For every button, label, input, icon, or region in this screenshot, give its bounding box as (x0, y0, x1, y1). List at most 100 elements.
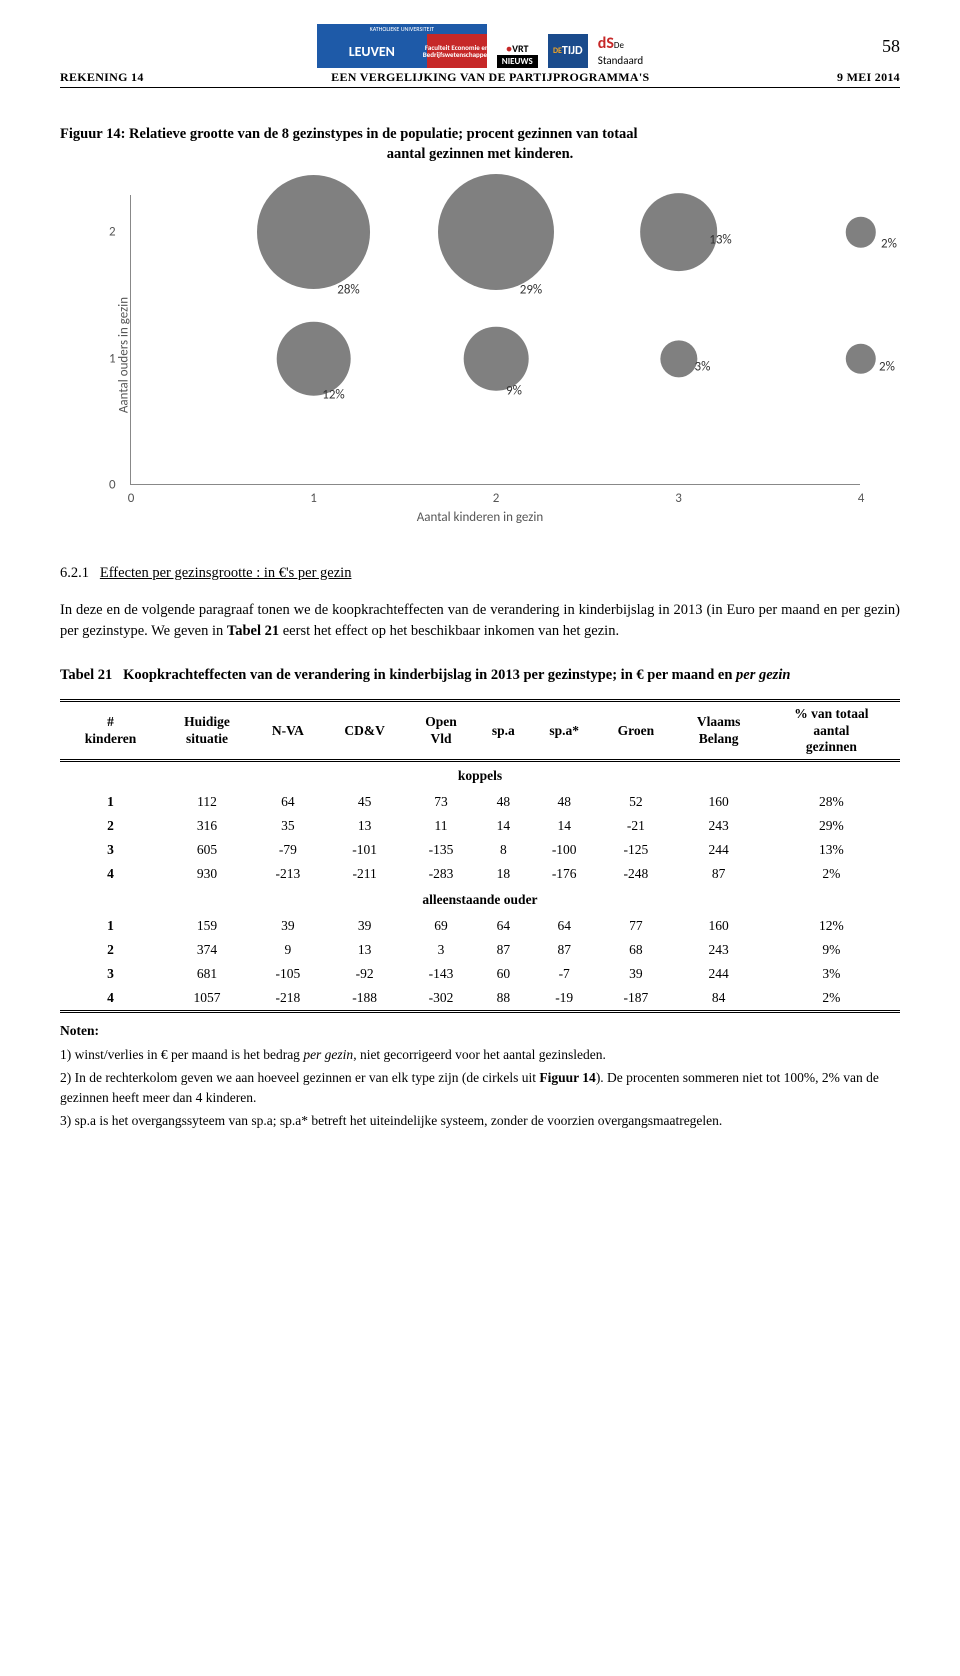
table-row: 3605-79-101-1358-100-12524413% (60, 838, 900, 862)
table-row: 111264457348485216028% (60, 790, 900, 814)
col-spastar: sp.a* (531, 701, 597, 761)
header-left: REKENING 14 (60, 70, 144, 85)
logo-standaard: dSDe Standaard (598, 36, 643, 68)
col-huidige: Huidigesituatie (161, 701, 253, 761)
table-cell: 3 (406, 938, 475, 962)
bubble-label: 29% (520, 283, 542, 298)
table-cell: 39 (253, 914, 323, 938)
bubble-label: 9% (506, 383, 522, 398)
table-cell: 14 (476, 814, 531, 838)
bubble (438, 174, 554, 290)
table-cell: -302 (406, 986, 475, 1012)
bubble-chart: Aantal ouders in gezin 0120123428%29%13%… (60, 185, 900, 525)
table-cell: -187 (597, 986, 674, 1012)
table-cell: 316 (161, 814, 253, 838)
table-cell: 1057 (161, 986, 253, 1012)
table-section-row: alleenstaande ouder (60, 886, 900, 914)
table-cell: 87 (674, 862, 762, 886)
bubble (276, 321, 351, 396)
tijd-de-text: DE (553, 46, 562, 56)
table-cell: 48 (476, 790, 531, 814)
table-cell: 9 (253, 938, 323, 962)
xtick: 0 (128, 491, 135, 506)
xtick: 1 (310, 491, 317, 506)
figure-caption-line2: aantal gezinnen met kinderen. (60, 144, 900, 164)
table-cell: 88 (476, 986, 531, 1012)
table-row: 237491338787682439% (60, 938, 900, 962)
table-cell: 52 (597, 790, 674, 814)
table-cell: -283 (406, 862, 475, 886)
table-cell: 2 (60, 814, 161, 838)
table-cell: 160 (674, 914, 762, 938)
section-title: Effecten per gezinsgrootte : in €'s per … (100, 565, 352, 581)
table-section-row: koppels (60, 760, 900, 790)
bubble-label: 13% (709, 233, 731, 248)
vrt-text: VRT (512, 42, 528, 55)
table-cell: 2% (763, 862, 900, 886)
table-cell: 14 (531, 814, 597, 838)
page-number: 58 (882, 36, 900, 57)
table-row: 115939396964647716012% (60, 914, 900, 938)
standaard-de: De (614, 40, 624, 51)
col-vb: VlaamsBelang (674, 701, 762, 761)
col-cdv: CD&V (323, 701, 407, 761)
table-cell: 244 (674, 838, 762, 862)
table-cell: 35 (253, 814, 323, 838)
table-cell: 13 (323, 938, 407, 962)
col-pct: % van totaalaantalgezinnen (763, 701, 900, 761)
col-nva: N-VA (253, 701, 323, 761)
table-cell: 73 (406, 790, 475, 814)
table-cell: 374 (161, 938, 253, 962)
bubble (640, 194, 718, 272)
table-cell: 45 (323, 790, 407, 814)
chart-area: 0120123428%29%13%2%12%9%3%2% (130, 195, 860, 485)
table-row: 4930-213-211-28318-176-248872% (60, 862, 900, 886)
table-row: 3681-105-92-14360-7392443% (60, 962, 900, 986)
body-paragraph: In deze en de volgende paragraaf tonen w… (60, 600, 900, 644)
table-cell: -135 (406, 838, 475, 862)
section-heading: 6.2.1 Effecten per gezinsgrootte : in €'… (60, 565, 900, 582)
table-cell: 87 (476, 938, 531, 962)
table-cell: -92 (323, 962, 407, 986)
bubble-label: 3% (695, 359, 711, 374)
table-cell: -79 (253, 838, 323, 862)
table-cell: -21 (597, 814, 674, 838)
logo-leuven: KATHOLIEKE UNIVERSITEIT LEUVEN Faculteit… (317, 24, 487, 68)
note-3: 3) sp.a is het overgangssyteem van sp.a;… (60, 1111, 900, 1131)
table-cell: 84 (674, 986, 762, 1012)
leuven-logo-text: LEUVEN (317, 34, 427, 68)
table-cell: -105 (253, 962, 323, 986)
table-cell: -143 (406, 962, 475, 986)
table-cell: 160 (674, 790, 762, 814)
table-cell: 112 (161, 790, 253, 814)
table-cell: -100 (531, 838, 597, 862)
xtick: 3 (675, 491, 682, 506)
xtick: 4 (858, 491, 865, 506)
table-cell: 39 (597, 962, 674, 986)
table-cell: 48 (531, 790, 597, 814)
data-table: #kinderen Huidigesituatie N-VA CD&V Open… (60, 699, 900, 1013)
logo-vrt: ●VRT NIEUWS (497, 42, 538, 68)
table-cell: -176 (531, 862, 597, 886)
table-cell: 29% (763, 814, 900, 838)
bubble (257, 175, 371, 289)
figure-caption: Figuur 14: Relatieve grootte van de 8 ge… (60, 124, 900, 165)
table-row: 41057-218-188-30288-19-187842% (60, 986, 900, 1012)
table-cell: 60 (476, 962, 531, 986)
table-cell: -213 (253, 862, 323, 886)
vrt-nieuws-text: NIEUWS (497, 55, 538, 68)
col-spa: sp.a (476, 701, 531, 761)
table-cell: -101 (323, 838, 407, 862)
table-cell: 605 (161, 838, 253, 862)
bubble (660, 340, 697, 377)
table-row: 23163513111414-2124329% (60, 814, 900, 838)
table-cell: 13 (323, 814, 407, 838)
notes-label: Noten: (60, 1023, 99, 1038)
table-cell: 244 (674, 962, 762, 986)
table-cell: -248 (597, 862, 674, 886)
bubble-label: 12% (322, 387, 344, 402)
chart-xlabel: Aantal kinderen in gezin (60, 510, 900, 525)
bubble (846, 343, 876, 373)
table-caption: Tabel 21 Koopkrachteffecten van de veran… (120, 665, 900, 685)
table-cell: 4 (60, 986, 161, 1012)
